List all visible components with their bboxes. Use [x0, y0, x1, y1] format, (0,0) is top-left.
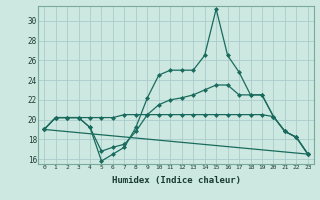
X-axis label: Humidex (Indice chaleur): Humidex (Indice chaleur) — [111, 176, 241, 185]
